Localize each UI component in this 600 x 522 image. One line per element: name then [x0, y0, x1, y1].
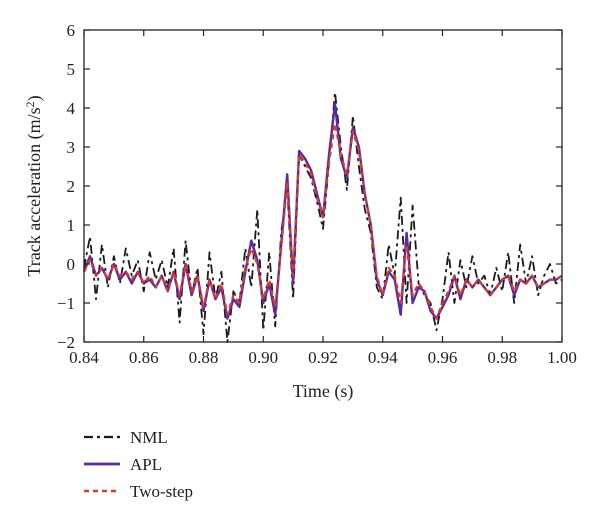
x-tick-label: 0.92: [308, 348, 338, 367]
x-tick-label: 0.98: [487, 348, 517, 367]
y-tick-label: 5: [67, 60, 76, 79]
plot-lines: [82, 91, 563, 343]
x-tick-label: 0.84: [69, 348, 99, 367]
y-tick-label: 1: [67, 216, 76, 235]
x-tick-label: 1.00: [547, 348, 577, 367]
x-tick-label: 0.94: [368, 348, 398, 367]
x-tick-label: 0.88: [189, 348, 219, 367]
axis-ticks: 0.84 0.86 0.88 0.90 0.92 0.94 0.96 0.98 1.00 −2 −1…: [57, 21, 577, 367]
x-tick-label: 0.90: [248, 348, 278, 367]
y-tick-label: 4: [67, 99, 76, 118]
y-axis-label-main: Track acceleration (m/s: [24, 107, 45, 276]
y-tick-label: 6: [67, 21, 76, 40]
legend-label: APL: [130, 455, 162, 474]
y-tick-label: 2: [67, 177, 76, 196]
y-tick-label: 0: [67, 255, 76, 274]
y-tick-label: −2: [57, 333, 75, 352]
y-tick-label: 3: [67, 138, 76, 157]
x-tick-label: 0.96: [428, 348, 458, 367]
legend: NML APL Two-step: [84, 428, 193, 501]
y-axis-label-superscript: 2: [23, 101, 37, 107]
x-tick-label: 0.86: [129, 348, 159, 367]
series-line-nml: [83, 91, 563, 343]
y-axis-label: Track acceleration (m/s2): [23, 95, 45, 276]
y-axis-label-close: ): [24, 95, 45, 101]
y-tick-label: −1: [57, 294, 75, 313]
x-axis-label: Time (s): [293, 381, 354, 402]
series-line-two-step: [83, 122, 563, 320]
legend-label: Two-step: [130, 482, 193, 501]
legend-label: NML: [130, 428, 168, 447]
